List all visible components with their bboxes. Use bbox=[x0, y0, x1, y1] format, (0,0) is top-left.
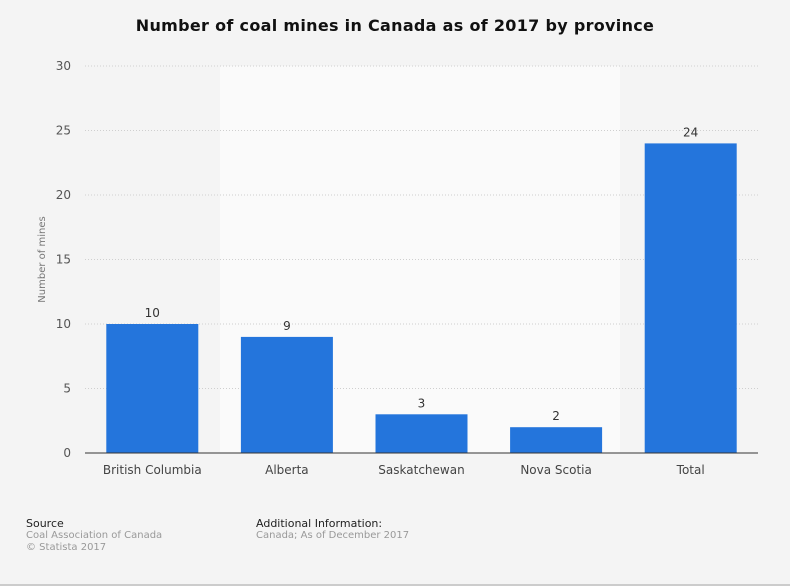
data-label: 3 bbox=[418, 396, 426, 410]
additional-info-block: Additional Information: Canada; As of De… bbox=[256, 518, 409, 542]
data-label: 9 bbox=[283, 319, 291, 333]
bar bbox=[510, 427, 603, 453]
x-tick-label: Alberta bbox=[265, 463, 309, 477]
y-tick-label: 0 bbox=[63, 446, 71, 460]
y-tick-label: 30 bbox=[56, 59, 71, 73]
x-tick-label: Total bbox=[676, 463, 705, 477]
bar bbox=[375, 414, 468, 453]
x-tick-label: Nova Scotia bbox=[520, 463, 592, 477]
source-text: Coal Association of Canada bbox=[26, 530, 163, 541]
copyright-text: © Statista 2017 bbox=[26, 542, 107, 553]
bar bbox=[644, 143, 737, 453]
source-label: Source bbox=[26, 517, 64, 530]
y-tick-label: 15 bbox=[56, 253, 71, 267]
data-label: 2 bbox=[552, 409, 560, 423]
y-tick-label: 5 bbox=[63, 382, 71, 396]
bar bbox=[240, 336, 333, 453]
source-block: Source Coal Association of Canada © Stat… bbox=[26, 518, 162, 554]
data-label: 10 bbox=[145, 306, 160, 320]
bar-chart: 0 5 10 15 20 25 30 10 British Columbia 9 Alberta 3 S… bbox=[37, 59, 758, 477]
y-tick-label: 20 bbox=[56, 188, 71, 202]
x-tick-label: Saskatchewan bbox=[378, 463, 464, 477]
data-label: 24 bbox=[683, 125, 698, 139]
bar bbox=[106, 324, 199, 453]
y-tick-label: 10 bbox=[56, 317, 71, 331]
chart-title: Number of coal mines in Canada as of 201… bbox=[135, 16, 655, 35]
additional-info-text: Canada; As of December 2017 bbox=[256, 530, 410, 541]
x-tick-label: British Columbia bbox=[103, 463, 202, 477]
bottom-divider bbox=[0, 584, 790, 586]
y-axis-label: Number of mines bbox=[37, 216, 48, 302]
y-tick-label: 25 bbox=[56, 124, 71, 138]
additional-info-label: Additional Information: bbox=[256, 517, 383, 530]
